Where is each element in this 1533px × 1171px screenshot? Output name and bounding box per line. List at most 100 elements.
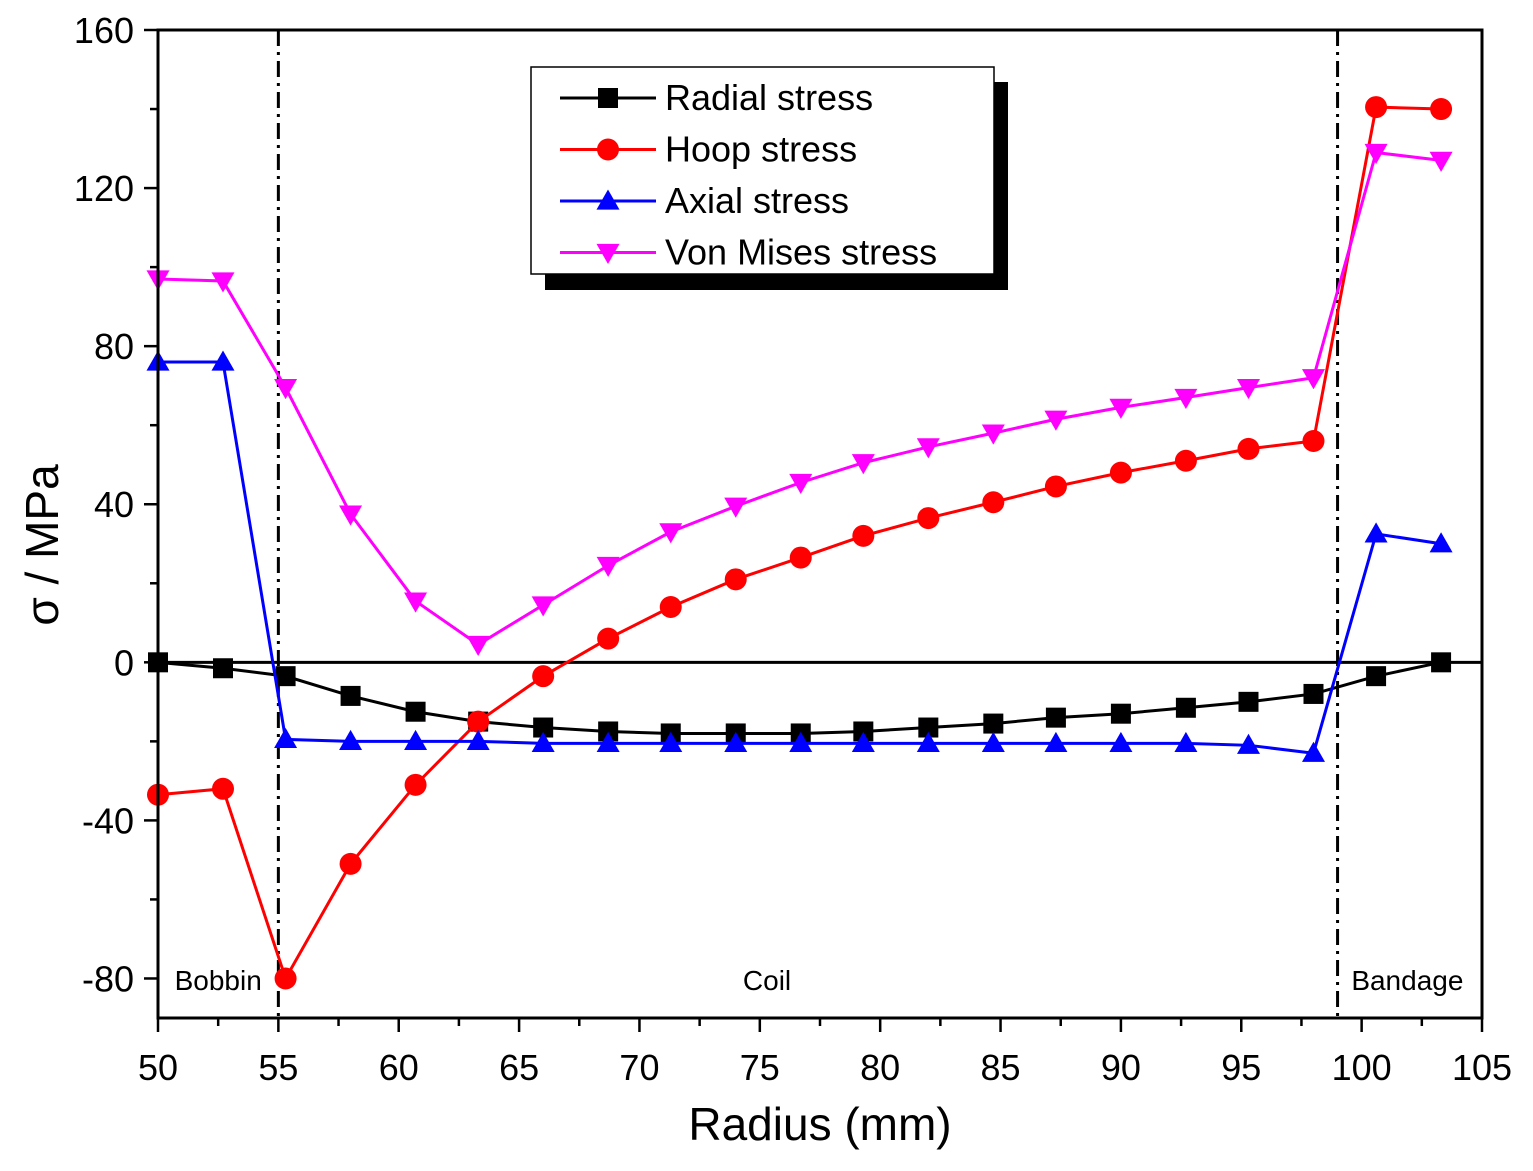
data-point-hoop-stress xyxy=(1365,96,1388,119)
y-tick-label: -80 xyxy=(82,958,134,999)
data-point-von-mises-stress xyxy=(659,523,683,544)
data-point-radial-stress xyxy=(1175,697,1196,718)
data-point-von-mises-stress xyxy=(531,596,555,617)
data-point-hoop-stress xyxy=(789,546,812,569)
data-point-radial-stress xyxy=(1303,683,1324,704)
data-point-hoop-stress xyxy=(404,773,427,796)
data-point-radial-stress xyxy=(1366,666,1387,687)
data-point-von-mises-stress xyxy=(211,272,235,293)
data-point-radial-stress xyxy=(983,713,1004,734)
data-point-hoop-stress xyxy=(1430,98,1453,121)
data-point-hoop-stress xyxy=(211,777,234,800)
data-point-von-mises-stress xyxy=(1109,398,1133,419)
legend-label-axial-stress: Axial stress xyxy=(665,180,849,221)
series-radial-stress xyxy=(148,652,1452,744)
region-label-bobbin: Bobbin xyxy=(175,965,262,996)
x-tick-label: 80 xyxy=(860,1047,900,1088)
data-point-von-mises-stress xyxy=(596,556,620,577)
series-von-mises-stress xyxy=(146,143,1453,657)
data-point-von-mises-stress xyxy=(724,497,748,518)
data-point-hoop-stress xyxy=(659,595,682,618)
data-point-axial-stress xyxy=(1174,731,1198,752)
data-point-hoop-stress xyxy=(1109,461,1132,484)
legend-label-hoop-stress: Hoop stress xyxy=(665,129,857,170)
data-point-axial-stress xyxy=(1364,522,1388,543)
data-point-radial-stress xyxy=(405,701,426,722)
data-point-axial-stress xyxy=(1301,741,1325,762)
data-point-radial-stress xyxy=(212,658,233,679)
legend: Radial stress Hoop stress Axial stress Von … xyxy=(530,66,1008,290)
x-tick-label: 75 xyxy=(740,1047,780,1088)
y-tick-label: 0 xyxy=(114,642,134,683)
data-point-axial-stress xyxy=(659,731,683,752)
data-point-hoop-stress xyxy=(1174,449,1197,472)
x-tick-label: 105 xyxy=(1452,1047,1512,1088)
x-axis-title: Radius (mm) xyxy=(688,1098,951,1150)
legend-label-von-mises-stress: Von Mises stress xyxy=(665,232,937,273)
x-tick-label: 90 xyxy=(1101,1047,1141,1088)
data-point-von-mises-stress xyxy=(1236,379,1260,400)
data-point-radial-stress xyxy=(598,721,619,742)
data-point-axial-stress xyxy=(789,731,813,752)
data-point-axial-stress xyxy=(851,731,875,752)
data-point-radial-stress xyxy=(1238,691,1259,712)
data-point-hoop-stress xyxy=(274,967,297,990)
data-point-von-mises-stress xyxy=(466,635,490,657)
data-point-von-mises-stress xyxy=(916,438,940,459)
axes-layer: 50 55 60 65 70 75 80 85 90 95 100 105 -80 -40 0 40 80 120… xyxy=(74,10,1512,1088)
x-tick-label: 70 xyxy=(619,1047,659,1088)
data-point-radial-stress xyxy=(1110,703,1131,724)
data-point-axial-stress xyxy=(531,731,555,752)
legend-marker-radial-stress xyxy=(598,88,618,108)
data-point-hoop-stress xyxy=(1302,430,1325,453)
data-point-axial-stress xyxy=(981,731,1005,752)
data-point-radial-stress xyxy=(1045,707,1066,728)
data-point-radial-stress xyxy=(340,685,361,706)
data-point-hoop-stress xyxy=(1237,437,1260,460)
data-point-von-mises-stress xyxy=(1429,151,1453,172)
data-point-axial-stress xyxy=(596,731,620,752)
data-point-hoop-stress xyxy=(467,710,490,733)
legend-marker-hoop-stress xyxy=(597,138,619,161)
data-point-axial-stress xyxy=(1429,532,1453,553)
reference-lines xyxy=(158,30,1482,1018)
data-point-von-mises-stress xyxy=(1364,143,1388,165)
y-tick-label: -40 xyxy=(82,800,134,841)
data-point-axial-stress xyxy=(404,729,428,750)
data-point-axial-stress xyxy=(211,350,235,371)
series-axial-stress xyxy=(146,350,1453,762)
data-point-radial-stress xyxy=(275,666,296,687)
x-tick-label: 50 xyxy=(138,1047,178,1088)
data-point-axial-stress xyxy=(274,727,298,749)
data-point-von-mises-stress xyxy=(1044,410,1068,431)
region-label-bandage: Bandage xyxy=(1351,965,1463,996)
data-point-hoop-stress xyxy=(724,568,747,591)
data-point-hoop-stress xyxy=(532,665,555,688)
data-point-axial-stress xyxy=(724,731,748,752)
legend-marker-von-mises-stress xyxy=(596,243,620,264)
x-tick-label: 95 xyxy=(1221,1047,1261,1088)
x-tick-label: 85 xyxy=(981,1047,1021,1088)
x-tick-label: 100 xyxy=(1332,1047,1392,1088)
data-point-radial-stress xyxy=(918,717,939,738)
x-tick-label: 65 xyxy=(499,1047,539,1088)
data-point-axial-stress xyxy=(916,731,940,752)
data-point-von-mises-stress xyxy=(1301,369,1325,390)
legend-marker-axial-stress xyxy=(596,189,620,210)
data-point-radial-stress xyxy=(533,717,554,738)
data-point-axial-stress xyxy=(466,729,490,750)
data-point-axial-stress xyxy=(1236,733,1260,754)
x-tick-label: 60 xyxy=(379,1047,419,1088)
legend-items: Radial stress Hoop stress Axial stress Von … xyxy=(560,77,937,273)
data-point-axial-stress xyxy=(339,729,363,750)
y-tick-label: 120 xyxy=(74,168,134,209)
legend-label-radial-stress: Radial stress xyxy=(665,77,873,118)
data-point-von-mises-stress xyxy=(1174,388,1198,410)
y-tick-label: 160 xyxy=(74,10,134,51)
region-label-coil: Coil xyxy=(743,965,791,996)
data-point-von-mises-stress xyxy=(339,505,363,526)
y-tick-label: 40 xyxy=(94,484,134,525)
data-point-axial-stress xyxy=(1044,731,1068,752)
data-point-hoop-stress xyxy=(917,507,940,530)
data-point-radial-stress xyxy=(1431,652,1452,673)
